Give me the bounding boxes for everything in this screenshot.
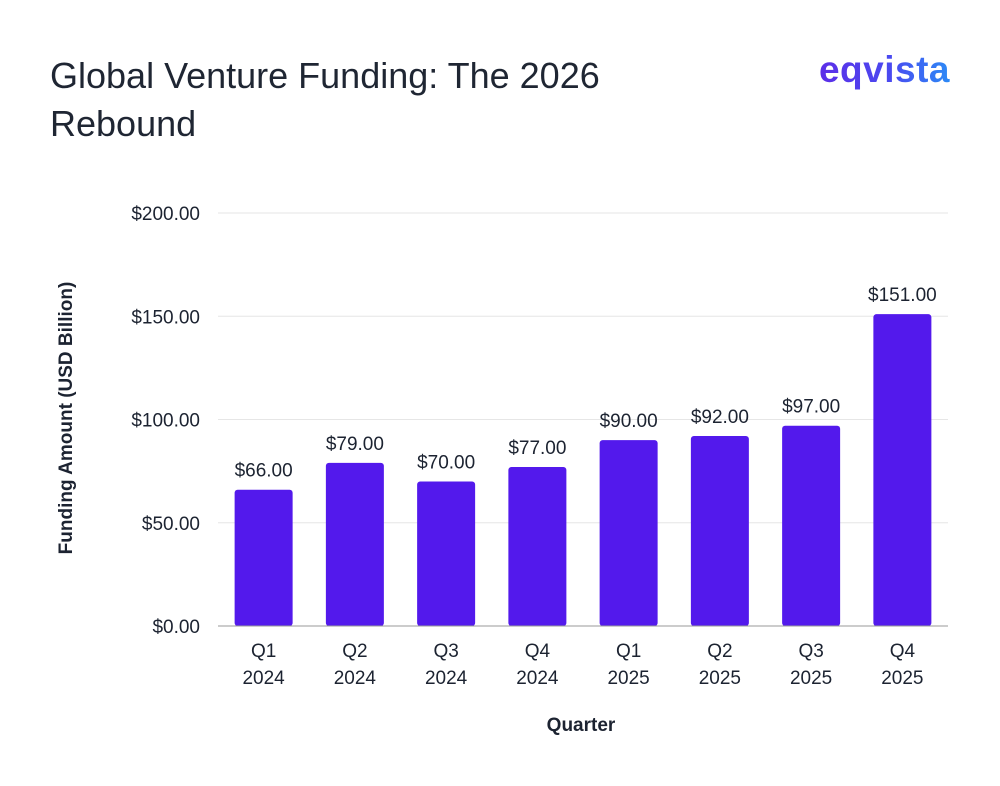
x-tick-label: Q3 2024 (425, 641, 468, 689)
y-tick-label: $0.00 (152, 617, 200, 638)
x-tick-label: Q1 2024 (242, 641, 285, 689)
bar (417, 481, 476, 626)
data-label: $92.00 (691, 407, 749, 428)
x-tick-label: Q4 2024 (516, 641, 559, 689)
bar (325, 462, 384, 626)
y-axis-ticks: $0.00 $50.00 $100.00 $150.00 $200.00 (131, 204, 200, 638)
y-axis-title: Funding Amount (USD Billion) (56, 282, 77, 555)
bar (690, 436, 749, 626)
x-axis-ticks: Q1 2024 Q2 2024 Q3 2024 Q4 2024 Q1 2025 Q2 2025 Q3 20… (242, 641, 923, 689)
x-tick-label: Q2 2025 (699, 641, 741, 689)
data-label: $70.00 (417, 452, 475, 473)
x-tick-label: Q4 2025 (881, 641, 923, 689)
data-label: $151.00 (868, 285, 937, 306)
y-tick-label: $100.00 (131, 411, 200, 432)
bars (234, 314, 932, 626)
bar (873, 314, 932, 626)
bar (234, 489, 293, 626)
bar (782, 425, 841, 626)
data-label: $97.00 (782, 397, 840, 418)
y-tick-label: $150.00 (131, 307, 200, 328)
bar (508, 466, 567, 626)
data-labels: $66.00 $79.00 $70.00 $77.00 $90.00 $92.00 $97.… (235, 285, 937, 482)
x-tick-label: Q3 2025 (790, 641, 832, 689)
x-axis-title: Quarter (547, 715, 616, 736)
x-tick-label: Q1 2025 (607, 641, 649, 689)
data-label: $77.00 (508, 438, 566, 459)
y-tick-label: $200.00 (131, 204, 200, 225)
data-label: $66.00 (235, 461, 293, 482)
chart-title: Global Venture Funding: The 2026 Rebound (50, 55, 600, 144)
data-label: $90.00 (600, 411, 658, 432)
bar (599, 440, 658, 626)
eqvista-logo: eqvista (818, 49, 950, 90)
y-tick-label: $50.00 (142, 514, 200, 535)
data-label: $79.00 (326, 434, 384, 455)
x-tick-label: Q2 2024 (334, 641, 377, 689)
